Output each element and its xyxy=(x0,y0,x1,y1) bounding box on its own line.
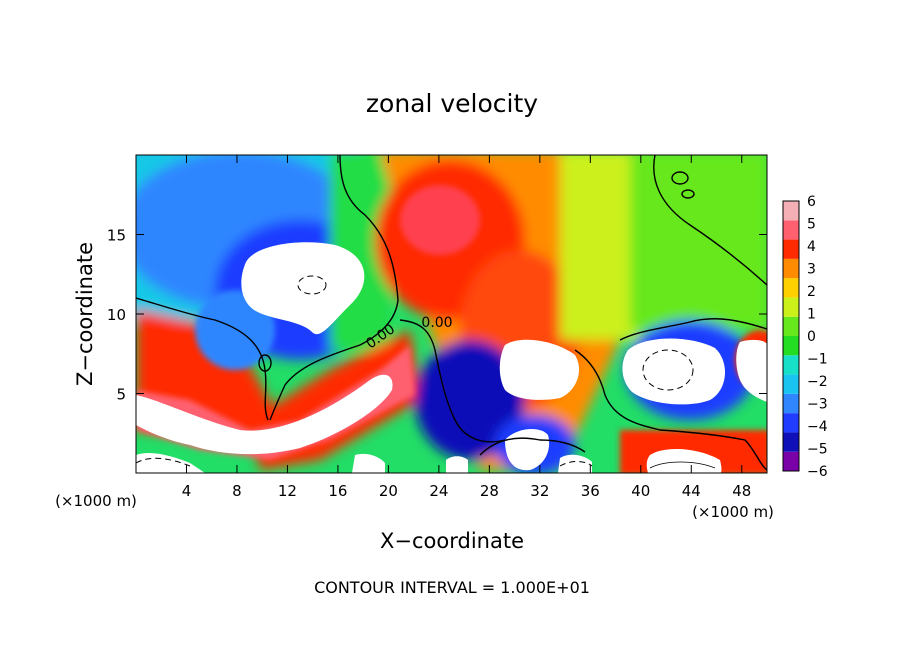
colorbar-swatch xyxy=(783,201,799,221)
y-tick-label: 5 xyxy=(116,386,126,404)
colorbar-swatch xyxy=(783,239,799,259)
contour-label: 0.00 xyxy=(421,315,452,331)
colorbar-label: 4 xyxy=(807,239,816,255)
colorbar-swatch xyxy=(783,374,799,394)
colorbar-frame xyxy=(782,200,800,472)
colorbar-label: −5 xyxy=(807,442,828,458)
colorbar-swatch xyxy=(783,258,799,279)
x-tick-label: 40 xyxy=(631,482,650,500)
x-tick-label: 36 xyxy=(581,482,600,500)
colorbar-label: 5 xyxy=(807,217,816,233)
colorbar-label: −4 xyxy=(807,419,828,435)
x-tick-label: 20 xyxy=(379,482,398,500)
colorbar-swatch xyxy=(783,355,799,375)
colorbar-swatch xyxy=(783,451,799,471)
x-tick-label: 32 xyxy=(530,482,549,500)
colorbar-swatch xyxy=(783,316,799,336)
colorbar-label: −3 xyxy=(807,397,828,413)
y-tick-label: 15 xyxy=(107,227,126,245)
colorbar-label: −6 xyxy=(807,464,828,480)
heatmap-field xyxy=(136,155,767,473)
x-tick-label: 16 xyxy=(328,482,347,500)
colorbar-label: 0 xyxy=(807,329,816,345)
colorbar: −6 −5 −4 −3 −2 −1 0 1 2 3 4 5 6 xyxy=(782,194,828,480)
colorbar-swatch xyxy=(783,297,799,317)
colorbar-label: 2 xyxy=(807,284,816,300)
y-tick-label: 10 xyxy=(107,306,126,324)
x-tick-label: 48 xyxy=(732,482,751,500)
colorbar-label: 6 xyxy=(807,194,816,210)
colorbar-label: −2 xyxy=(807,374,828,390)
x-unit-right: (×1000 m) xyxy=(692,503,774,521)
x-tick-label: 28 xyxy=(480,482,499,500)
colorbar-label: 3 xyxy=(807,262,816,278)
colorbar-label: 1 xyxy=(807,307,816,323)
x-tick-label: 24 xyxy=(429,482,448,500)
x-axis-label: X−coordinate xyxy=(380,529,524,553)
y-axis: 5 10 15 xyxy=(107,227,767,404)
colorbar-swatch xyxy=(783,413,799,433)
x-tick-label: 4 xyxy=(182,482,192,500)
x-unit-left: (×1000 m) xyxy=(55,492,137,510)
y-axis-label: Z−coordinate xyxy=(73,242,97,386)
colorbar-swatch xyxy=(783,393,799,414)
colorbar-swatch xyxy=(783,432,799,452)
colorbar-swatch xyxy=(783,220,799,240)
colorbar-label: −1 xyxy=(807,352,828,368)
x-tick-label: 44 xyxy=(682,482,701,500)
x-axis: 4 8 12 16 20 24 28 32 36 40 44 48 xyxy=(182,155,751,500)
colorbar-swatch xyxy=(783,336,799,356)
contour-interval-footer: CONTOUR INTERVAL = 1.000E+01 xyxy=(314,578,590,597)
x-tick-label: 12 xyxy=(278,482,297,500)
colorbar-swatch xyxy=(783,278,799,298)
x-tick-label: 8 xyxy=(232,482,242,500)
chart-title: zonal velocity xyxy=(366,89,538,118)
